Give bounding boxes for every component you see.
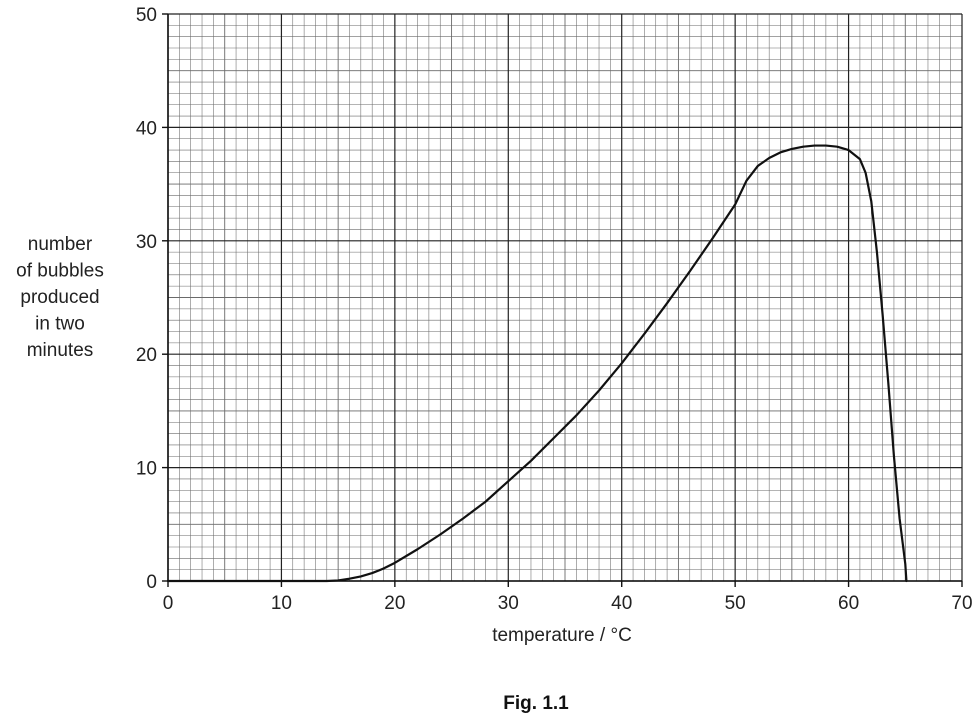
figure-caption: Fig. 1.1 <box>503 693 569 714</box>
x-tick-label: 30 <box>498 593 519 614</box>
y-axis-label: number of bubbles produced in two minutes <box>16 234 104 361</box>
y-tick-label: 30 <box>136 232 157 253</box>
x-tick-label: 70 <box>951 593 972 614</box>
y-tick-label: 40 <box>136 118 157 139</box>
y-axis-label-line: of bubbles <box>16 261 104 282</box>
x-tick-label: 40 <box>611 593 632 614</box>
x-tick-labels: 0 10 20 30 40 50 60 70 <box>163 593 973 614</box>
x-tick-label: 60 <box>838 593 859 614</box>
data-curve <box>166 144 908 583</box>
x-axis-label: temperature / °C <box>492 625 632 646</box>
y-axis-label-line: minutes <box>27 340 94 361</box>
x-tick-label: 10 <box>271 593 292 614</box>
x-tick-label: 20 <box>384 593 405 614</box>
y-tick-label: 20 <box>136 345 157 366</box>
y-tick-label: 50 <box>136 5 157 26</box>
x-tick-label: 50 <box>725 593 746 614</box>
y-tick-labels: 0 10 20 30 40 50 <box>136 5 157 593</box>
y-tick-label: 10 <box>136 459 157 480</box>
y-axis-label-line: in two <box>35 314 85 335</box>
y-tick-label: 0 <box>146 572 157 593</box>
y-axis-label-line: produced <box>20 287 99 308</box>
grid-minor-lines <box>168 14 962 581</box>
x-tick-label: 0 <box>163 593 174 614</box>
y-axis-label-line: number <box>28 234 93 255</box>
